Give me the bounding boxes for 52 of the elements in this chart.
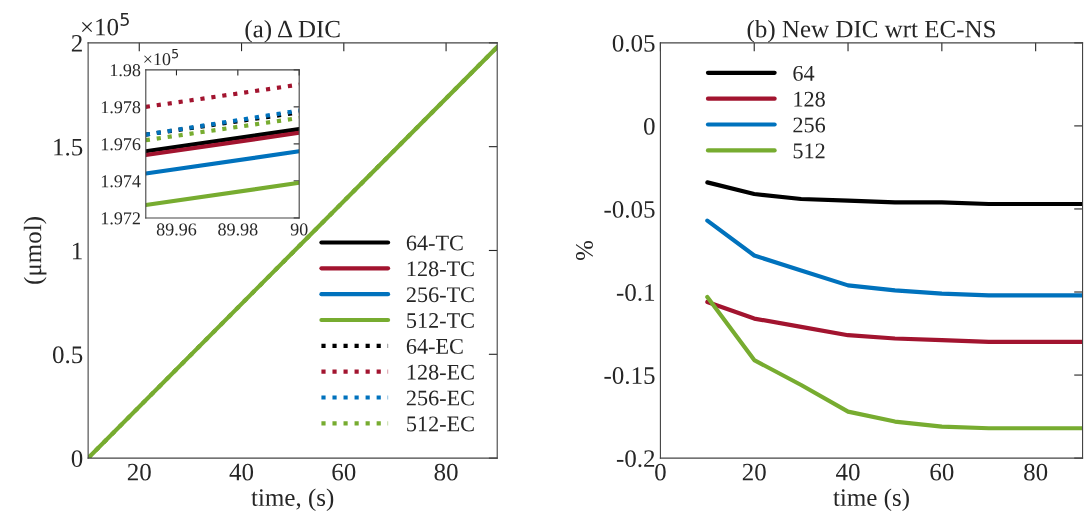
- x-tick-label: 20: [742, 463, 766, 481]
- y-tick-label: 1.5: [54, 138, 83, 156]
- y-tick-label: 0: [71, 450, 83, 468]
- legend-label: 64-TC: [406, 235, 463, 251]
- legend-label: 512-EC: [407, 416, 474, 432]
- y-tick-label: 2: [71, 34, 82, 52]
- y-tick-label: 1.972: [101, 212, 140, 225]
- line-series: [705, 299, 1083, 344]
- x-tick-label: 40: [229, 463, 254, 481]
- legend-label: 512: [793, 143, 825, 159]
- y-tick-label: 1.978: [101, 101, 141, 114]
- legend-label: 256-TC: [406, 287, 474, 303]
- y-tick-label: 1.976: [101, 138, 141, 151]
- y-tick-label: -0.1: [616, 284, 655, 302]
- legend-label: 512-TC: [407, 313, 474, 328]
- x-tick-label: 89.98: [218, 223, 258, 236]
- x-tick-label: 80: [434, 463, 458, 481]
- x-tick-label: 80: [1024, 463, 1048, 481]
- legend-label: 256: [793, 117, 826, 133]
- line-series: [705, 218, 1083, 298]
- y-axis-title: (μmol): [23, 217, 47, 284]
- y-tick-label: 0.05: [612, 34, 655, 52]
- x-axis-title: time, (s): [251, 488, 334, 512]
- annotation: ×10$^{5}$: [144, 48, 179, 66]
- x-tick-label: 60: [930, 463, 954, 481]
- x-tick-label: 60: [332, 463, 356, 481]
- text: ×10$^{5}$: [81, 12, 129, 36]
- y-tick-label: 0: [644, 117, 655, 135]
- y-axis-title: %: [575, 240, 593, 261]
- legend-label: 128: [794, 91, 825, 107]
- x-tick-label: 40: [836, 463, 860, 481]
- y-tick-label: -0.2: [616, 450, 655, 468]
- y-tick-label: 1: [72, 242, 82, 260]
- line-series: [705, 294, 1083, 431]
- x-tick-label: 20: [127, 463, 151, 481]
- y-tick-label: -0.15: [604, 367, 655, 385]
- legend-label: 128-TC: [407, 261, 474, 277]
- x-tick-label: 90: [290, 223, 308, 236]
- y-tick-label: -0.05: [604, 201, 655, 218]
- y-tick-label: 1.974: [101, 175, 141, 188]
- x-axis-title: time (s): [833, 488, 909, 512]
- x-tick-label: 89.96: [156, 223, 197, 236]
- x-tick-label: 0: [655, 463, 666, 481]
- y-tick-label: 1.98: [110, 64, 141, 77]
- legend-label: 64: [793, 65, 815, 81]
- line-series: [705, 180, 1083, 207]
- legend-label: 64-EC: [406, 338, 463, 354]
- legend-label: 128-EC: [407, 364, 474, 380]
- chart-title: (a) Δ DIC: [245, 19, 340, 43]
- chart-title: (b) New DIC wrt EC-NS: [747, 19, 995, 43]
- y-tick-label: 0.5: [52, 346, 83, 364]
- legend-label: 256-EC: [406, 390, 474, 406]
